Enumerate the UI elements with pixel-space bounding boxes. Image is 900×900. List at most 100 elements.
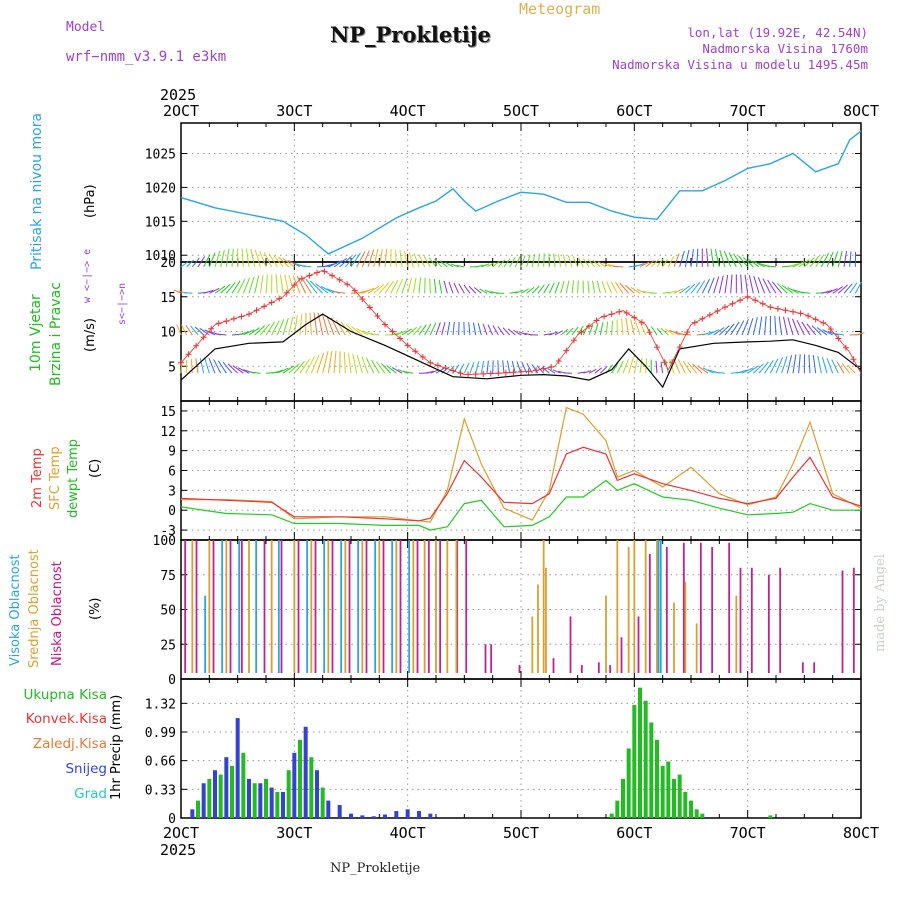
cloud-ytick-label: 75 xyxy=(160,569,176,584)
wind-gust-marker xyxy=(790,308,796,315)
wind-barb xyxy=(832,251,839,268)
wind-barb xyxy=(475,264,484,268)
wind-barb xyxy=(764,316,767,336)
precip-snow-bar xyxy=(405,809,410,818)
wind-barb xyxy=(275,274,278,294)
wind-barb xyxy=(553,253,556,267)
wind-gust-marker xyxy=(759,300,766,307)
wind-barb xyxy=(222,361,233,374)
wind-gust-marker xyxy=(608,311,615,318)
wind-barb xyxy=(843,283,853,294)
wind-barb xyxy=(378,248,383,267)
wind-barb xyxy=(176,324,182,336)
wind-gust-marker xyxy=(261,303,268,310)
wind-barb xyxy=(259,274,264,294)
wind-gust-marker xyxy=(820,319,827,326)
wind-barb xyxy=(702,367,714,374)
wind-barb xyxy=(798,354,801,374)
wind-barb xyxy=(458,283,465,294)
wind-barb xyxy=(183,292,193,294)
wind-barb xyxy=(782,316,788,336)
wind-barb xyxy=(448,281,454,294)
wind-gust-marker xyxy=(193,342,200,349)
wind-barb xyxy=(707,277,715,294)
precip-rain-bar xyxy=(264,778,268,818)
wind-barb xyxy=(333,258,347,268)
wind-barb xyxy=(543,253,545,267)
wind-barb xyxy=(821,356,828,374)
wind-barb xyxy=(547,367,556,374)
wind-barb xyxy=(687,362,698,374)
wind-barb xyxy=(543,283,550,294)
pressure-ytick-label: 1010 xyxy=(145,249,176,264)
wind-barb xyxy=(776,283,788,294)
wind-barb xyxy=(710,248,715,267)
wind-barb xyxy=(443,280,448,294)
wind-barb xyxy=(811,325,822,336)
wind-barb xyxy=(744,274,749,294)
wind-barb xyxy=(531,253,536,267)
wind-gust-marker xyxy=(827,326,834,333)
wind-barb xyxy=(796,320,805,336)
wind-barb xyxy=(572,256,579,268)
wind-gust-marker xyxy=(586,323,592,330)
wind-barb xyxy=(718,275,724,294)
wind-barb xyxy=(601,280,607,294)
wind-gust-marker xyxy=(654,344,660,351)
precip-snow-bar xyxy=(315,770,319,818)
wind-barb xyxy=(429,278,431,294)
cloud-ytick-label: 25 xyxy=(160,638,176,653)
wind-gust-marker xyxy=(729,300,736,307)
wind-gust-marker xyxy=(850,356,857,363)
bottom-time-label: 3OCT xyxy=(276,824,312,842)
wind-barb xyxy=(423,255,431,268)
wind-barb xyxy=(571,326,579,336)
wind-gust-marker xyxy=(200,334,207,341)
wind-barb xyxy=(526,287,535,294)
precip-snow-bar xyxy=(213,770,217,818)
wind-barb xyxy=(445,262,454,268)
wind-barb xyxy=(468,285,477,294)
wind-gust-marker xyxy=(752,297,759,304)
wind-barb xyxy=(453,282,460,294)
wind-barb xyxy=(332,290,346,294)
wind-gust-marker xyxy=(230,315,237,322)
wind-barb xyxy=(636,288,646,294)
wind-barb xyxy=(740,274,743,294)
wind-barb xyxy=(293,315,298,336)
precip-snow-bar xyxy=(303,726,308,818)
wind-barb xyxy=(352,353,358,374)
wind-barb xyxy=(841,363,851,374)
wind-barb xyxy=(309,312,312,336)
wind-barb xyxy=(603,262,612,268)
precip-snow-bar xyxy=(247,778,251,818)
wind-barb xyxy=(594,367,603,374)
precip-ytick-label: 0 xyxy=(168,812,176,827)
wind-gust-marker xyxy=(737,297,744,304)
wind-gust-marker xyxy=(178,359,184,366)
wind-gust-marker xyxy=(601,313,608,320)
wind-barb xyxy=(424,370,435,374)
top-time-label: 4OCT xyxy=(390,102,426,120)
wind-speed-line xyxy=(180,313,862,389)
wind-barb xyxy=(356,328,369,336)
wind-gust-marker xyxy=(767,304,774,311)
wind-barb xyxy=(747,317,754,336)
wind-ytick-label: 15 xyxy=(160,291,176,306)
wind-barb xyxy=(428,257,437,268)
wind-barb xyxy=(254,275,260,294)
wind-gust-marker xyxy=(412,348,419,355)
wind-gust-marker xyxy=(215,320,222,327)
top-time-label: 6OCT xyxy=(616,102,652,120)
wind-barb xyxy=(692,363,703,374)
wind-barb xyxy=(209,287,220,294)
wind-barb xyxy=(690,249,694,267)
wind-gust-marker xyxy=(744,293,751,300)
wind-barb xyxy=(456,264,465,268)
wind-barb xyxy=(277,367,289,374)
wind-barb xyxy=(611,362,619,374)
wind-barb xyxy=(391,367,403,374)
wind-barb xyxy=(684,249,690,267)
wind-barb xyxy=(702,331,714,336)
wind-barb xyxy=(441,321,446,336)
